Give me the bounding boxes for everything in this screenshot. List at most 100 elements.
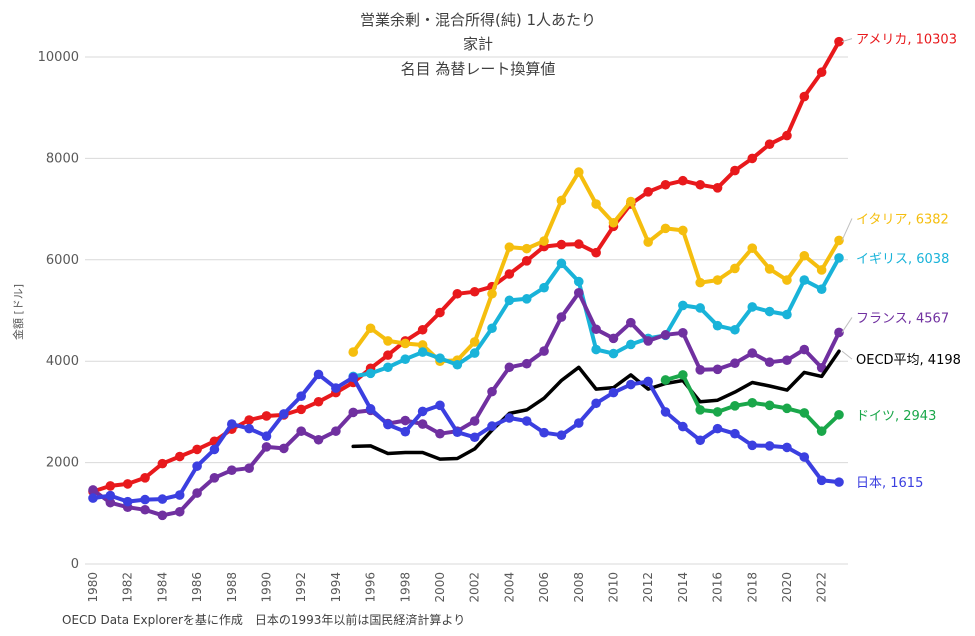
- data-point: [678, 300, 688, 311]
- data-point: [608, 333, 619, 344]
- data-point: [313, 369, 324, 380]
- data-point: [261, 442, 272, 452]
- data-point: [712, 275, 723, 285]
- data-point: [799, 275, 810, 285]
- data-point: [626, 379, 636, 390]
- data-point: [88, 485, 98, 495]
- data-point: [816, 284, 827, 295]
- data-point: [157, 494, 168, 504]
- data-point: [816, 67, 827, 78]
- data-point: [816, 426, 827, 436]
- data-point: [608, 348, 619, 359]
- data-point: [226, 419, 237, 429]
- data-point: [747, 302, 758, 312]
- data-point: [105, 490, 116, 501]
- data-point: [261, 431, 272, 442]
- data-point: [452, 288, 463, 299]
- data-point: [573, 239, 584, 249]
- data-point: [348, 347, 359, 357]
- data-point: [730, 401, 740, 411]
- data-point: [834, 477, 844, 487]
- data-point: [730, 263, 740, 274]
- data-point: [608, 217, 619, 228]
- data-point: [296, 426, 306, 436]
- data-point: [591, 398, 601, 409]
- data-point: [383, 350, 393, 360]
- x-tick-label: 1984: [155, 572, 169, 603]
- data-point: [678, 175, 688, 186]
- series-end-label: イギリス, 6038: [856, 252, 949, 267]
- data-point: [712, 423, 723, 434]
- data-point: [834, 327, 844, 338]
- data-point: [799, 250, 810, 261]
- label-leader-line: [841, 38, 853, 43]
- chart-title-line-3: 名目 為替レート換算値: [401, 60, 556, 78]
- y-axis-label: 金額 [ドル]: [11, 284, 25, 340]
- data-point: [782, 309, 792, 320]
- x-tick-label: 1992: [294, 572, 308, 603]
- data-point: [556, 195, 567, 206]
- data-point: [834, 36, 844, 47]
- data-point: [296, 391, 306, 401]
- data-point: [504, 295, 515, 306]
- x-tick-label: 2010: [606, 572, 620, 603]
- data-point: [157, 510, 168, 521]
- data-point: [782, 130, 792, 141]
- data-point: [417, 406, 428, 417]
- data-point: [469, 337, 480, 347]
- data-point: [556, 239, 567, 250]
- data-point: [469, 416, 480, 426]
- x-tick-label: 1996: [364, 572, 378, 603]
- data-point: [122, 479, 133, 489]
- data-point: [313, 434, 324, 445]
- data-point: [799, 408, 810, 418]
- grid-lines: [85, 56, 848, 565]
- data-point: [643, 187, 653, 197]
- x-tick-label: 2018: [745, 572, 759, 603]
- y-tick-label: 2000: [46, 456, 79, 471]
- data-point: [504, 242, 515, 252]
- x-tick-label: 2000: [433, 572, 447, 603]
- data-point: [157, 458, 168, 469]
- data-point: [816, 475, 827, 486]
- data-point: [383, 362, 393, 373]
- series-group: [88, 36, 844, 521]
- data-point: [834, 253, 844, 263]
- data-point: [573, 418, 584, 428]
- data-point: [799, 452, 810, 462]
- data-point: [764, 441, 775, 451]
- data-point: [192, 461, 202, 471]
- data-point: [209, 473, 220, 483]
- series-フランス: [88, 287, 844, 521]
- data-point: [521, 416, 532, 426]
- data-point: [695, 303, 706, 313]
- x-tick-label: 2022: [815, 572, 829, 603]
- x-tick-label: 1986: [190, 572, 204, 603]
- x-tick-labels: 1980 1982 1984 1986 1988 1990 1992 1994 1996 1998…: [86, 572, 829, 603]
- data-point: [140, 473, 150, 483]
- data-point: [105, 497, 116, 508]
- series-ドイツ: [660, 370, 844, 436]
- data-point: [174, 451, 185, 462]
- data-point: [747, 348, 758, 358]
- data-point: [678, 421, 688, 432]
- data-point: [608, 387, 619, 398]
- data-point: [261, 411, 272, 421]
- series-line: [91, 372, 841, 504]
- x-tick-label: 2002: [468, 572, 482, 603]
- series-OECD平均: [351, 349, 841, 461]
- data-point: [417, 340, 428, 350]
- data-point: [712, 320, 723, 331]
- data-point: [591, 324, 601, 335]
- y-tick-label: 0: [71, 557, 79, 572]
- data-point: [521, 256, 532, 266]
- data-point: [695, 435, 706, 446]
- data-point: [400, 354, 411, 364]
- series-line: [351, 349, 841, 461]
- data-point: [834, 409, 844, 420]
- data-point: [504, 269, 515, 279]
- x-tick-label: 2014: [676, 572, 690, 603]
- y-tick-labels: 0 2000 4000 6000 8000 10000: [38, 50, 79, 572]
- x-tick-label: 2020: [780, 572, 794, 603]
- data-point: [712, 364, 723, 375]
